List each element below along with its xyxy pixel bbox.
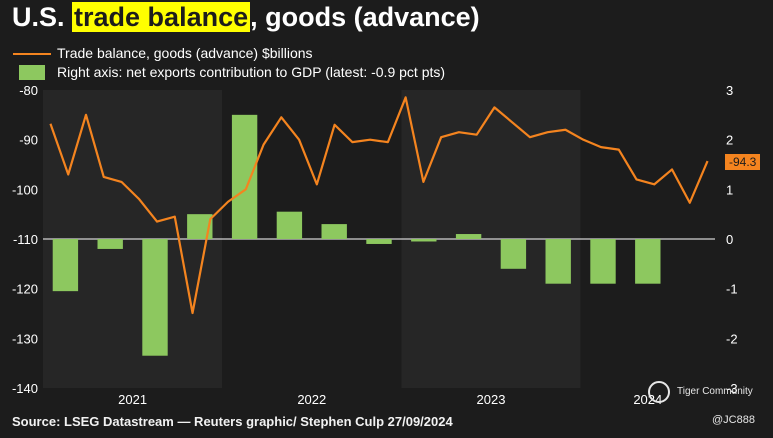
bar-2023Q4 [545, 239, 571, 284]
legend-bar-swatch [19, 65, 45, 80]
bar-2024Q2 [635, 239, 661, 284]
right-tick-label: 0 [726, 232, 733, 247]
title-suffix: , goods (advance) [250, 2, 480, 32]
trade-balance-line [49, 96, 709, 315]
bar-2022Q4 [366, 239, 392, 244]
bar-2022Q3 [321, 224, 347, 239]
left-tick-label: -130 [12, 331, 38, 346]
watermark-handle: @JC888 [712, 414, 755, 426]
title-prefix: U.S. [12, 2, 65, 32]
tiger-logo-icon [648, 381, 670, 403]
legend: Trade balance, goods (advance) $billions… [13, 44, 445, 82]
x-axis-labels: 2021 2022 2023 2024 [118, 392, 662, 407]
bar-2021Q1 [52, 239, 79, 292]
right-tick-label: 1 [726, 182, 733, 197]
right-tick-label: -3 [726, 381, 738, 396]
left-tick-label: -100 [12, 182, 38, 197]
bar-2023Q2 [455, 234, 482, 239]
left-axis-ticks: -80 -90 -100 -110 -120 -130 -140 [12, 83, 38, 396]
legend-bar-label: Right axis: net exports contribution to … [57, 64, 446, 80]
left-tick-label: -110 [13, 232, 38, 247]
source-footer: Source: LSEG Datastream — Reuters graphi… [12, 414, 453, 429]
legend-bar-entry: Right axis: net exports contribution to … [13, 63, 445, 82]
right-axis-ticks: 3 2 1 0 -1 -2 -3 [726, 83, 738, 396]
left-tick-label: -120 [12, 282, 38, 297]
watermark-brand: Tiger Community [677, 386, 753, 397]
bar-2023Q3 [500, 239, 527, 269]
trade-line [49, 96, 709, 315]
legend-line-swatch [13, 52, 51, 55]
bars [52, 114, 661, 356]
bar-2022Q1 [231, 114, 258, 239]
left-tick-label: -90 [19, 133, 38, 148]
legend-line-label: Trade balance, goods (advance) $billions [57, 45, 313, 61]
bar-2021Q2 [97, 239, 123, 249]
bar-2024Q1 [590, 239, 616, 284]
bar-2021Q3 [142, 239, 168, 356]
title-highlight: trade balance [72, 2, 251, 32]
left-tick-label: -80 [19, 83, 38, 98]
right-tick-label: -2 [726, 331, 738, 346]
x-label-2023: 2023 [477, 392, 506, 407]
right-tick-label: 2 [726, 133, 733, 148]
chart-title: U.S. trade balance, goods (advance) [12, 2, 480, 33]
x-label-2021: 2021 [118, 392, 147, 407]
bar-2023Q1 [411, 239, 437, 242]
x-label-2022: 2022 [297, 392, 326, 407]
legend-line-entry: Trade balance, goods (advance) $billions [13, 44, 445, 63]
left-tick-label: -140 [12, 381, 38, 396]
bar-2022Q2 [276, 211, 303, 239]
right-tick-label: -1 [726, 282, 738, 297]
right-tick-label: 3 [726, 83, 733, 98]
latest-value-label: -94.3 [725, 154, 761, 170]
